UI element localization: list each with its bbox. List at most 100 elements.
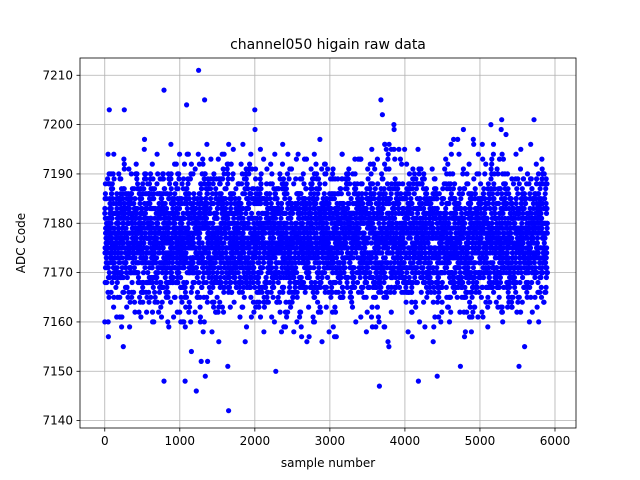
data-point [209, 329, 215, 335]
data-point [200, 274, 206, 281]
data-point [378, 284, 384, 290]
data-point [384, 294, 390, 300]
data-point [275, 294, 281, 300]
data-point [436, 294, 442, 300]
data-point [135, 181, 141, 187]
data-point [131, 289, 137, 295]
data-point [263, 274, 269, 281]
data-point [214, 215, 220, 221]
data-point [241, 294, 247, 300]
data-point [420, 265, 426, 271]
data-point [149, 309, 156, 315]
data-point [121, 166, 127, 172]
data-point [312, 294, 318, 300]
data-point [269, 171, 275, 177]
data-point [395, 186, 401, 192]
data-point [385, 151, 391, 157]
data-point [178, 196, 184, 202]
data-point [256, 274, 262, 281]
data-point [428, 200, 434, 207]
data-point [465, 181, 471, 187]
data-point [292, 284, 298, 290]
data-point [339, 250, 345, 256]
data-point [268, 161, 274, 167]
data-point [284, 171, 291, 177]
data-point [285, 151, 291, 157]
data-point [246, 171, 252, 177]
data-point [385, 156, 391, 162]
data-point [319, 166, 325, 172]
data-point [204, 200, 210, 207]
data-point [370, 181, 376, 187]
data-point [132, 220, 138, 226]
data-point [220, 309, 227, 315]
data-point [409, 210, 415, 216]
data-point [314, 171, 320, 177]
data-point [249, 210, 255, 216]
data-point [242, 339, 248, 345]
data-point [350, 255, 356, 261]
data-point [219, 304, 225, 310]
data-point [310, 314, 316, 320]
data-point [223, 205, 229, 212]
data-point [261, 156, 267, 162]
data-point [117, 260, 123, 266]
data-point [293, 265, 299, 271]
data-point [280, 289, 286, 295]
data-point [264, 200, 270, 207]
data-point [439, 279, 445, 286]
data-point [391, 122, 397, 128]
data-point [286, 176, 292, 182]
data-point [360, 200, 366, 207]
data-point [208, 156, 214, 162]
data-point [132, 196, 138, 202]
data-point [152, 294, 158, 300]
data-point [311, 151, 317, 157]
data-point [451, 289, 457, 295]
data-point [214, 274, 220, 281]
data-point [381, 186, 387, 192]
data-point [140, 299, 146, 305]
data-point [475, 151, 481, 157]
data-point [102, 191, 108, 197]
data-point [228, 200, 234, 207]
data-point [256, 304, 262, 310]
data-point [283, 181, 289, 187]
data-point [232, 196, 238, 202]
data-point [308, 166, 314, 172]
data-point [402, 146, 408, 152]
data-point [142, 210, 148, 216]
data-point [346, 166, 352, 172]
data-point [353, 319, 359, 325]
data-point [160, 176, 166, 182]
data-point [221, 151, 227, 157]
data-point [305, 260, 311, 266]
data-point [469, 314, 475, 320]
data-point [105, 176, 111, 182]
data-point [268, 200, 274, 207]
data-point [330, 166, 336, 172]
data-point [284, 314, 290, 320]
data-point [175, 186, 181, 192]
data-point [248, 294, 254, 300]
data-point [405, 329, 411, 335]
data-point [269, 181, 275, 187]
data-point [353, 250, 359, 256]
data-point [120, 274, 126, 281]
data-point [472, 191, 478, 197]
data-point [215, 309, 221, 315]
data-point [245, 205, 252, 212]
data-point [165, 230, 172, 236]
data-point [399, 270, 405, 276]
data-point [268, 260, 274, 266]
data-point [147, 200, 153, 207]
data-point [349, 304, 356, 310]
data-point [257, 176, 263, 182]
data-point [358, 314, 364, 320]
data-point [432, 176, 438, 182]
data-point [144, 294, 150, 300]
data-point [255, 279, 261, 286]
data-point [225, 171, 231, 177]
data-point [158, 304, 164, 310]
data-point [446, 200, 452, 207]
